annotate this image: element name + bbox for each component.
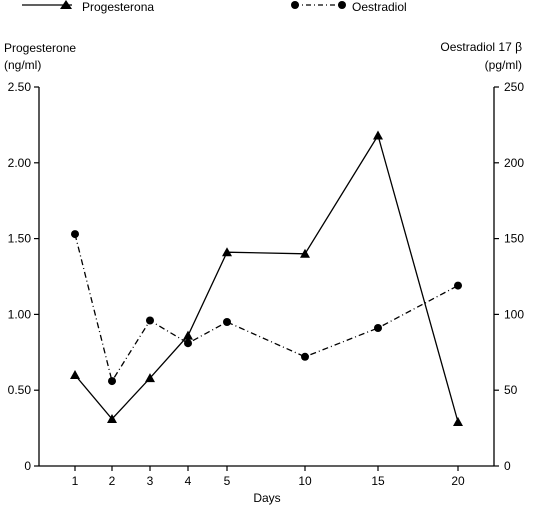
data-point-progesterona	[300, 248, 310, 258]
legend-label-oestradiol: Oestradiol	[352, 0, 407, 14]
x-tick-label: 20	[451, 474, 465, 488]
legend-marker-circle-right	[338, 1, 346, 9]
x-tick-label: 4	[185, 474, 192, 488]
left-tick-label: 1.00	[8, 307, 32, 321]
left-tick-label: 2.00	[8, 156, 32, 170]
legend-marker-circle-left	[291, 1, 299, 9]
left-axis-title-line1: Progesterone	[4, 41, 76, 55]
data-point-progesterona	[453, 417, 463, 426]
data-point-oestradiol	[71, 230, 79, 239]
ticks-layer: 0 0.50 1.00 1.50 2.00 2.50 0 50 100 150 200 250 1 2 3 4…	[8, 80, 525, 488]
x-tick-label: 3	[147, 474, 154, 488]
data-point-progesterona	[107, 414, 117, 423]
legend: Progesterona Oestradiol	[22, 0, 407, 14]
data-point-progesterona	[70, 370, 80, 379]
right-axis-title-line1: Oestradiol 17 β	[440, 40, 522, 54]
x-tick-label: 1	[72, 474, 79, 488]
x-tick-label: 2	[109, 474, 116, 488]
data-point-oestradiol	[374, 324, 382, 332]
data-point-oestradiol	[146, 316, 154, 325]
series-line-progesterona	[74, 133, 459, 423]
right-tick-label: 50	[504, 383, 518, 397]
x-axis-title: Days	[253, 491, 280, 505]
series-lines-layer	[74, 133, 459, 423]
data-point-progesterona	[145, 373, 155, 383]
legend-marker-triangle	[60, 0, 72, 9]
left-tick-label: 2.50	[8, 80, 32, 94]
data-point-oestradiol	[454, 281, 462, 290]
right-tick-label: 0	[504, 459, 511, 473]
data-point-progesterona	[222, 247, 232, 257]
right-tick-label: 250	[504, 80, 524, 94]
data-point-oestradiol	[108, 377, 116, 386]
left-tick-label: 0.50	[8, 383, 32, 397]
data-point-oestradiol	[223, 318, 231, 326]
data-point-progesterona	[373, 130, 383, 140]
x-tick-label: 10	[298, 474, 312, 488]
legend-item-oestradiol: Oestradiol	[291, 0, 407, 14]
legend-item-progesterona: Progesterona	[22, 0, 154, 14]
right-tick-label: 150	[504, 232, 524, 246]
x-tick-label: 5	[224, 474, 231, 488]
left-axis-title-line2: (ng/ml)	[4, 58, 41, 72]
x-tick-label: 15	[371, 474, 385, 488]
right-tick-label: 200	[504, 156, 524, 170]
right-tick-label: 100	[504, 307, 524, 321]
legend-label-progesterona: Progesterona	[82, 0, 154, 14]
right-axis-title-line2: (pg/ml)	[485, 58, 522, 72]
left-tick-label: 0	[24, 459, 31, 473]
left-tick-label: 1.50	[8, 232, 32, 246]
data-point-oestradiol	[184, 339, 192, 348]
series-line-oestradiol	[74, 233, 459, 383]
data-point-progesterona	[183, 330, 193, 340]
series-markers-layer	[70, 130, 463, 426]
data-point-oestradiol	[301, 352, 309, 361]
